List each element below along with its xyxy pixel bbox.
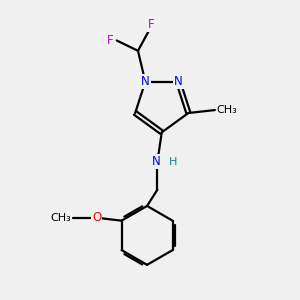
Text: H: H	[169, 157, 177, 167]
Text: N: N	[141, 75, 150, 88]
Text: N: N	[174, 75, 183, 88]
Text: F: F	[107, 34, 114, 47]
Text: O: O	[92, 211, 101, 224]
Text: CH₃: CH₃	[50, 213, 71, 223]
Text: N: N	[152, 155, 160, 168]
Text: CH₃: CH₃	[217, 105, 238, 115]
Text: F: F	[148, 18, 155, 32]
